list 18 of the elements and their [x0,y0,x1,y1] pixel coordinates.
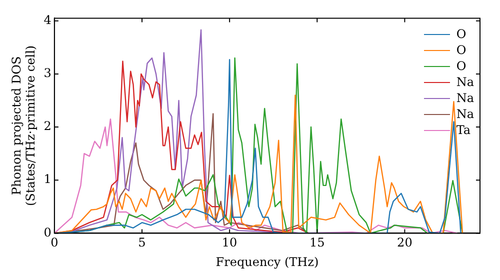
legend-label: O [456,26,466,42]
x-tick-label: 15 [309,236,325,250]
y-axis-title: Phonon projected DOS (States/THz·primitive cell) [9,45,38,206]
x-tick-label: 20 [397,236,412,250]
y-tick-label: 3 [44,66,52,80]
legend-label: O [456,58,466,74]
y-tick-label: 2 [44,119,52,134]
legend-label: Ta [456,122,471,138]
y-tick-label: 0 [44,225,52,240]
x-axis-title: Frequency (THz) [216,254,319,269]
legend-label: Na [456,106,474,122]
legend-label: Na [456,90,474,106]
y-tick-label: 4 [44,12,52,27]
x-tick-label: 10 [222,236,238,250]
legend-label: Na [456,74,474,90]
x-tick-label: 5 [138,236,146,250]
y-tick-label: 1 [44,172,52,186]
legend-label: O [456,42,466,58]
